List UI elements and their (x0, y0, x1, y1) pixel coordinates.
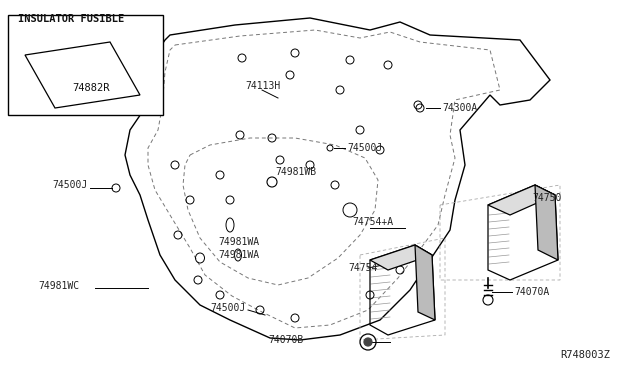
Text: 74300A: 74300A (442, 103, 477, 113)
Text: 74981WA: 74981WA (218, 237, 259, 247)
Polygon shape (535, 185, 558, 260)
Text: 74981WA: 74981WA (218, 250, 259, 260)
Circle shape (364, 338, 372, 346)
Text: 74070A: 74070A (514, 287, 549, 297)
Text: 74500J: 74500J (52, 180, 87, 190)
Text: 74113H: 74113H (245, 81, 280, 91)
Polygon shape (488, 185, 555, 215)
Text: INSULATOR FUSIBLE: INSULATOR FUSIBLE (18, 14, 124, 24)
Polygon shape (415, 245, 435, 320)
Text: 74500J: 74500J (210, 303, 245, 313)
Text: 74500J: 74500J (347, 143, 382, 153)
Text: 74882R: 74882R (72, 83, 109, 93)
Bar (8, 15, 163, 115)
Text: 74750: 74750 (532, 193, 561, 203)
Text: 74981WB: 74981WB (275, 167, 316, 177)
Text: 74981WC: 74981WC (38, 281, 79, 291)
Text: 74754+A: 74754+A (352, 217, 393, 227)
Text: R748003Z: R748003Z (560, 350, 610, 360)
Text: 74070B: 74070B (268, 335, 303, 345)
Text: 74754: 74754 (348, 263, 378, 273)
Polygon shape (370, 245, 432, 270)
